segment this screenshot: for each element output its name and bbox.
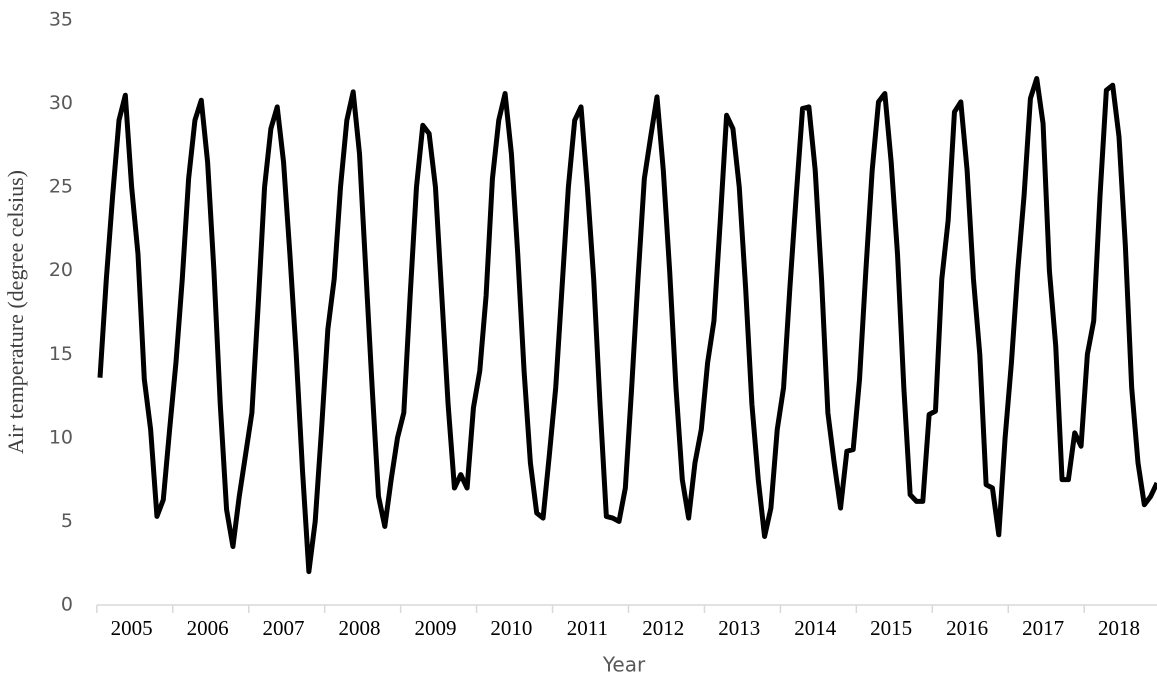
y-axis-title: Air temperature (degree celsius): [3, 170, 28, 454]
y-tick-label: 15: [49, 343, 73, 365]
x-tick-label: 2013: [718, 616, 760, 640]
x-tick-label: 2015: [870, 616, 912, 640]
y-tick-label: 0: [61, 594, 73, 616]
x-tick-label: 2006: [187, 616, 229, 640]
y-tick-label: 35: [49, 9, 73, 31]
x-tick-label: 2011: [567, 616, 608, 640]
x-axis-title: Year: [602, 653, 646, 677]
x-tick-label: 2007: [263, 616, 305, 640]
x-tick-label: 2017: [1022, 616, 1064, 640]
x-tick-label: 2009: [414, 616, 456, 640]
x-tick-label: 2005: [111, 616, 153, 640]
x-tick-label: 2018: [1098, 616, 1140, 640]
y-tick-label: 20: [49, 259, 73, 281]
y-tick-label: 10: [49, 426, 73, 448]
temperature-line: [97, 76, 1157, 575]
x-tick-label: 2014: [794, 616, 837, 640]
y-tick-label: 30: [49, 92, 73, 114]
x-tick-label: 2010: [490, 616, 532, 640]
y-tick-label: 25: [49, 176, 73, 198]
x-tick-label: 2016: [946, 616, 988, 640]
x-tick-label: 2008: [339, 616, 381, 640]
x-tick-label: 2012: [642, 616, 684, 640]
y-tick-label: 5: [61, 510, 73, 532]
